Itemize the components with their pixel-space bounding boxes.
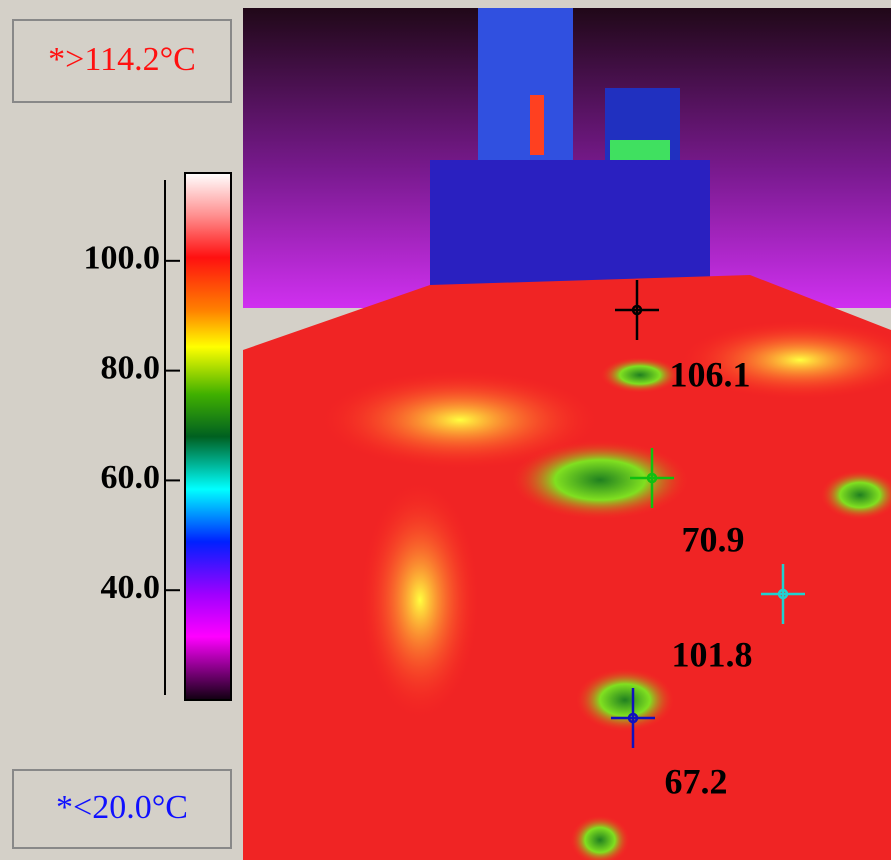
spot-reading: 67.2 (665, 761, 728, 801)
max-label: *>114.2°C (48, 41, 196, 78)
spot-reading: 70.9 (682, 519, 745, 559)
tick-label: 60.0 (101, 459, 161, 496)
spot-marker (761, 564, 805, 624)
tick-label: 80.0 (101, 349, 161, 386)
min-box (12, 769, 232, 849)
spot-marker (611, 688, 655, 748)
crosshair-center (627, 712, 639, 724)
max-box (12, 19, 232, 103)
spot-reading: 101.8 (672, 634, 753, 674)
color-bar (184, 172, 232, 701)
spot-marker (630, 448, 674, 508)
tick-label: 40.0 (101, 569, 161, 606)
crosshair-center (646, 472, 658, 484)
spot-marker (615, 280, 659, 340)
crosshair-center (631, 304, 643, 316)
thermal-image (243, 8, 891, 860)
min-label: *<20.0°C (56, 789, 188, 826)
tick-label: 100.0 (84, 240, 161, 277)
spot-reading: 106.1 (670, 354, 751, 394)
crosshair-center (777, 588, 789, 600)
